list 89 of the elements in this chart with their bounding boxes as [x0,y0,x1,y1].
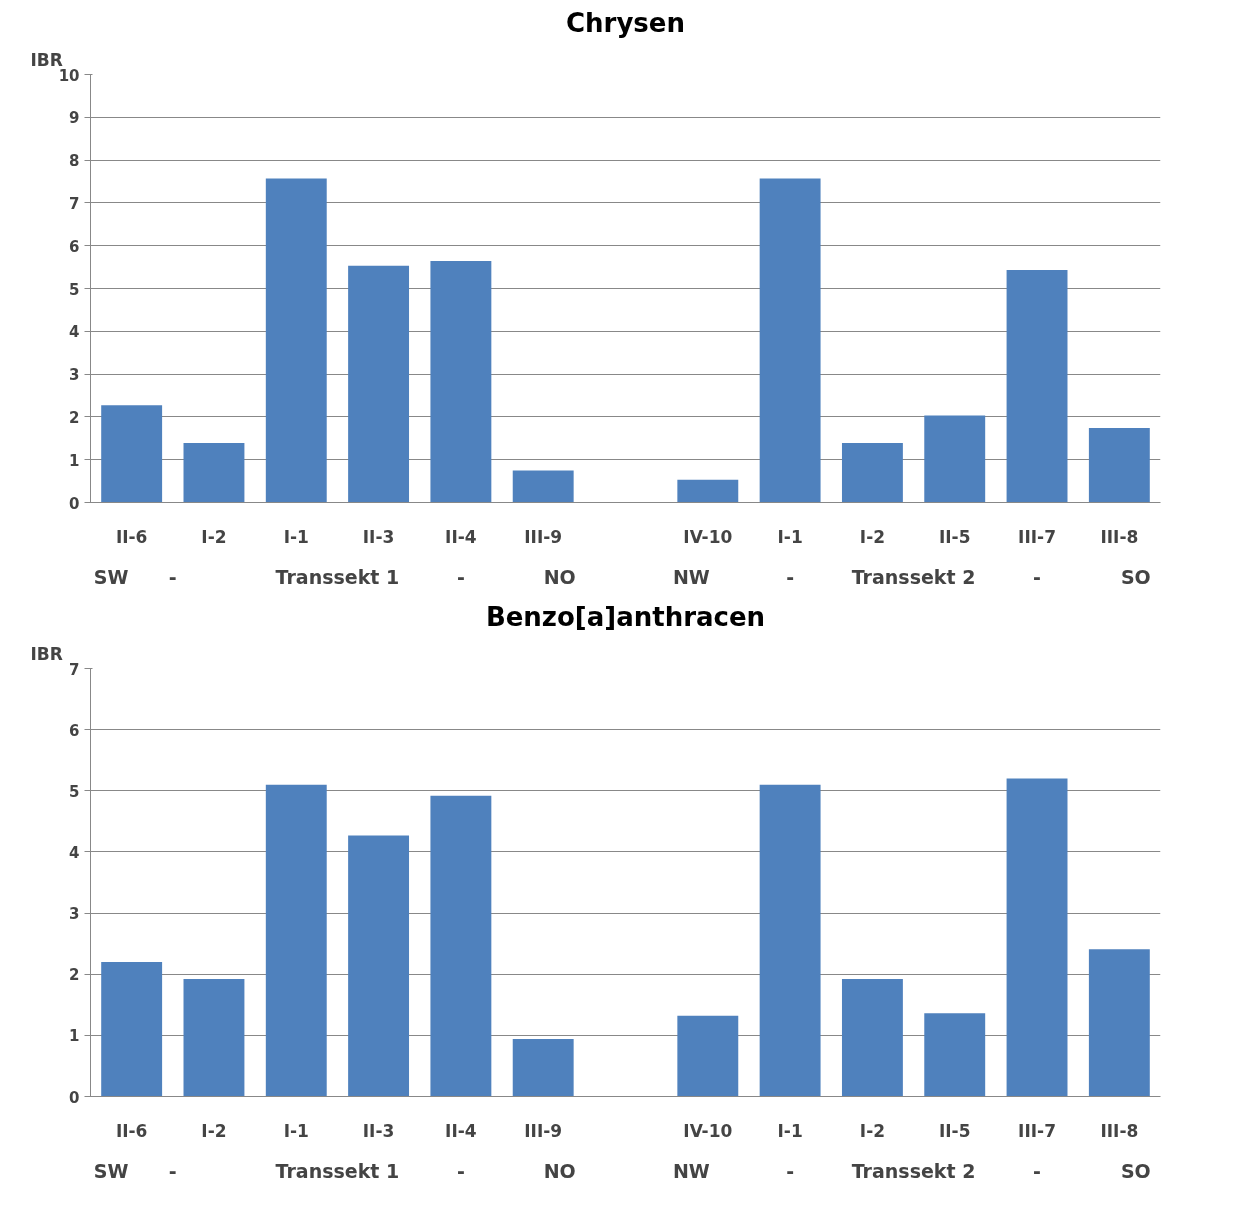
y-tick-label: 4 [69,843,80,862]
x-tick-label: II-5 [938,1120,971,1141]
text: - [456,1159,465,1182]
x-tick-label: II-5 [938,526,971,547]
x-tick-label: I-2 [201,1120,227,1141]
text: - [786,565,795,588]
bar [1088,428,1150,503]
text: - [786,1159,795,1182]
bar [183,979,245,1097]
bar [759,178,821,503]
bar [101,961,163,1097]
text: NO [543,565,576,588]
text: Transsekt 1 [275,1159,400,1182]
y-tick-label: 3 [69,366,80,385]
x-tick-label: III-8 [1100,1120,1139,1141]
bar [677,1015,739,1097]
x-tick-label: III-8 [1100,526,1139,547]
y-tick-label: 6 [69,237,80,256]
bar [1006,778,1068,1097]
text: NW [672,565,710,588]
x-tick-label: I-2 [859,1120,886,1141]
y-tick-label: 5 [69,280,80,299]
text: NO [543,1159,576,1182]
bar [1088,949,1150,1097]
bar [759,784,821,1097]
x-tick-label: II-6 [115,526,148,547]
x-tick-label: I-1 [777,526,803,547]
x-tick-label: I-1 [777,1120,803,1141]
text: SW [93,565,129,588]
bar [183,443,245,503]
y-tick-label: 1 [69,451,80,470]
text: - [168,1159,177,1182]
x-tick-label: II-4 [445,526,477,547]
x-tick-label: I-2 [201,526,227,547]
y-tick-label: 0 [69,494,80,513]
text: - [1033,565,1041,588]
y-tick-label: 4 [69,323,80,342]
y-tick-label: 9 [69,109,80,128]
x-tick-label: II-3 [362,1120,395,1141]
text: SO [1120,1159,1151,1182]
text: SW [93,1159,129,1182]
x-tick-label: IV-10 [683,1120,733,1141]
text: Transsekt 2 [851,565,976,588]
x-tick-label: I-1 [283,526,309,547]
x-tick-label: II-6 [115,1120,148,1141]
bar [924,415,986,503]
y-tick-label: 2 [69,408,80,427]
chart-title: Chrysen [566,7,685,38]
bar [430,261,492,503]
bar [512,470,574,503]
y-tick-label: 7 [69,194,80,213]
y-axis-title: IBR [30,643,63,664]
x-tick-label: I-2 [859,526,886,547]
x-tick-label: IV-10 [683,526,733,547]
bar [677,479,739,503]
bar [101,405,163,503]
text: - [168,565,177,588]
y-tick-label: 0 [69,1088,80,1107]
text: - [456,565,465,588]
bar [348,835,410,1097]
text: NW [672,1159,710,1182]
y-tick-label: 2 [69,966,80,985]
bar [265,178,327,503]
x-tick-label: III-9 [524,526,563,547]
x-tick-label: II-3 [362,526,395,547]
y-tick-label: 1 [69,1027,80,1046]
bar [265,784,327,1097]
y-tick-label: 5 [69,782,80,801]
x-tick-label: III-7 [1018,1120,1056,1141]
x-tick-label: I-1 [283,1120,309,1141]
x-tick-label: III-7 [1018,526,1056,547]
x-tick-label: III-9 [524,1120,563,1141]
chart-title: Benzo[a]anthracen [485,601,766,632]
y-tick-label: 6 [69,721,80,740]
y-tick-label: 7 [69,660,80,679]
bar [841,443,903,503]
text: Transsekt 2 [851,1159,976,1182]
y-tick-label: 8 [69,152,80,171]
y-tick-label: 3 [69,905,80,924]
bar [1006,270,1068,503]
text: Transsekt 1 [275,565,400,588]
text: - [1033,1159,1041,1182]
bar [924,1013,986,1097]
bar [430,795,492,1097]
x-tick-label: II-4 [445,1120,477,1141]
bar [841,979,903,1097]
bar [512,1039,574,1097]
text: SO [1120,565,1151,588]
bar [348,265,410,503]
